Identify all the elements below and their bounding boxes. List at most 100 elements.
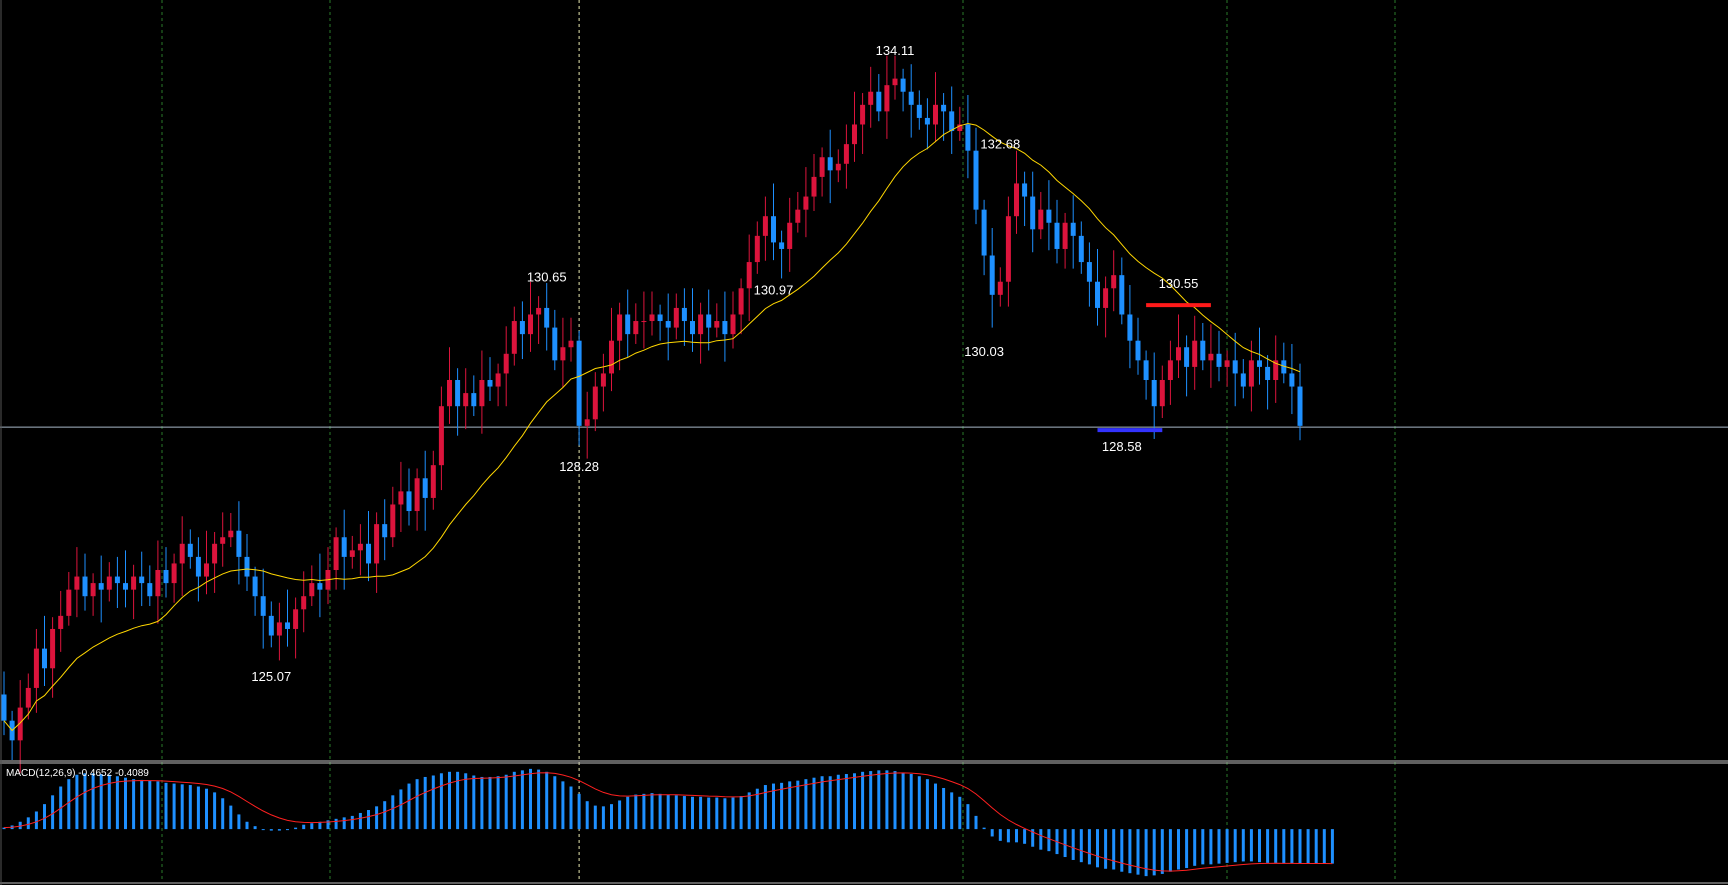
candle-body (924, 117, 930, 125)
candle-body (1086, 262, 1092, 282)
candle-body (293, 609, 299, 629)
candle-body (1248, 360, 1254, 387)
macd-bar (132, 779, 136, 830)
macd-bar (237, 814, 241, 830)
macd-bar (885, 770, 889, 830)
candle-body (884, 85, 890, 112)
macd-bar (1031, 829, 1035, 847)
macd-bar (253, 826, 257, 830)
candle-body (933, 104, 938, 125)
macd-bar (1193, 829, 1197, 866)
candle-body (762, 216, 768, 236)
candle-body (787, 222, 793, 249)
candle-body (714, 321, 720, 328)
candle-body (50, 628, 56, 669)
candle-body (155, 570, 161, 597)
candle-body (981, 209, 987, 256)
candle-body (665, 321, 671, 328)
candle-body (487, 380, 493, 387)
macd-bar (367, 810, 370, 830)
candle-body (576, 340, 582, 426)
macd-bar (780, 782, 784, 830)
moving-average (3, 122, 1301, 732)
candle-body (1297, 386, 1303, 426)
macd-bar (942, 787, 946, 830)
macd-bar (75, 774, 79, 830)
macd-bar (1330, 829, 1334, 864)
macd-bar (1128, 829, 1132, 874)
candle-body (398, 491, 404, 505)
candle-body (1135, 340, 1141, 361)
macd-bar (998, 829, 1002, 841)
macd-bar (2, 827, 6, 830)
macd-bar (812, 777, 816, 830)
macd-bar (739, 796, 743, 830)
candle-body (82, 576, 88, 597)
price-annotation: 130.55 (1159, 276, 1199, 291)
macd-bar (277, 829, 281, 831)
macd-bar (294, 827, 298, 830)
macd-bar (415, 779, 419, 830)
macd-bar (1136, 829, 1140, 875)
candle-body (544, 307, 550, 328)
macd-bar (553, 776, 557, 830)
candle-body (779, 242, 785, 249)
macd-bar (1079, 829, 1083, 863)
macd-bar (269, 829, 273, 831)
candle-body (1030, 196, 1036, 230)
candle-body (528, 314, 533, 335)
price-annotation: 128.58 (1102, 439, 1142, 454)
macd-bar (1039, 829, 1043, 850)
macd-bar (221, 798, 225, 830)
candle-body (268, 615, 274, 636)
macd-bar (480, 776, 484, 830)
candle-body (455, 380, 461, 407)
candle-body (390, 504, 396, 538)
macd-bar (642, 793, 646, 830)
macd-bar (1258, 829, 1261, 863)
candle-body (438, 406, 444, 466)
candle-body (1240, 373, 1246, 387)
candle-body (252, 576, 258, 597)
candle-body (422, 478, 428, 498)
macd-bar (561, 781, 565, 830)
candle-body (1022, 183, 1028, 197)
candle-body (1111, 275, 1117, 289)
macd-bar (1177, 829, 1180, 870)
candle-body (754, 235, 760, 263)
macd-bar (302, 824, 306, 830)
candle-body (260, 596, 266, 616)
candle-body (941, 104, 947, 112)
candle-body (519, 321, 525, 335)
candle-body (1224, 360, 1230, 367)
candle-body (42, 648, 47, 669)
macd-bar (140, 779, 144, 830)
macd-indicator-label: MACD(12,26,9) -0.4652 -0.4089 (6, 768, 149, 779)
candle-body (1151, 380, 1157, 407)
candle-body (609, 340, 614, 374)
candle-body (1216, 353, 1222, 367)
macd-bar (1023, 829, 1027, 844)
candle-body (171, 563, 177, 584)
candle-body (463, 393, 469, 407)
candle-body (1038, 209, 1044, 230)
candle-body (1046, 209, 1052, 223)
macd-bar (67, 779, 71, 830)
macd-bar (43, 804, 46, 830)
macd-bar (391, 795, 395, 830)
macd-bar (1249, 829, 1253, 862)
candle-body (1184, 347, 1190, 367)
macd-bar (577, 793, 581, 830)
candle-body (584, 419, 590, 426)
candle-body (309, 583, 315, 597)
candle-body (908, 91, 914, 105)
candle-body (341, 537, 347, 557)
candle-body (228, 530, 234, 538)
macd-bar (674, 795, 678, 830)
candle-body (1062, 222, 1068, 249)
candle-body (1014, 183, 1019, 217)
macd-bar (788, 781, 792, 830)
